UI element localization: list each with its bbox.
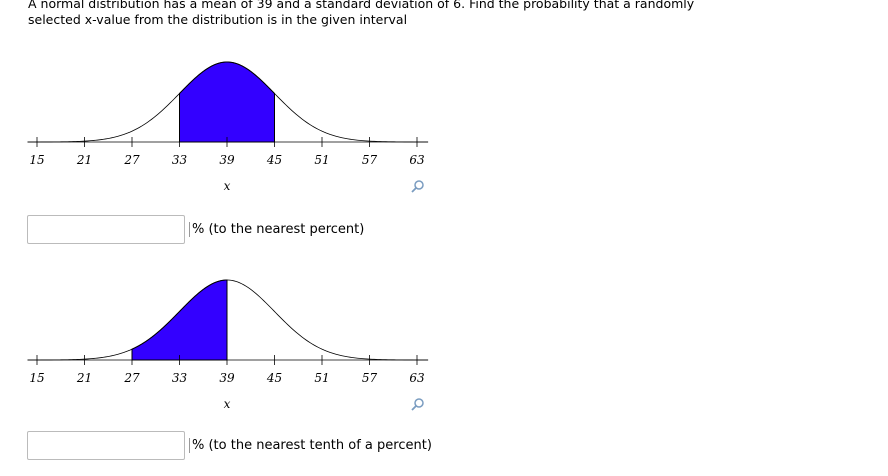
shaded-area bbox=[179, 61, 275, 143]
zoom-lens bbox=[414, 398, 424, 408]
zoom-handle bbox=[411, 405, 417, 411]
answer-suffix: % (to the nearest percent) bbox=[189, 222, 364, 237]
x-tick-label: 15 bbox=[29, 371, 44, 385]
x-tick-label: 39 bbox=[219, 153, 235, 167]
question-line: A normal distribution has a mean of 39 a… bbox=[28, 0, 695, 11]
x-tick-label: 39 bbox=[219, 371, 235, 385]
normal-curve bbox=[27, 61, 429, 143]
x-tick-label: 21 bbox=[76, 371, 92, 385]
answer-input[interactable] bbox=[27, 215, 185, 244]
x-tick-label: 33 bbox=[172, 371, 188, 385]
x-tick-label: 63 bbox=[409, 153, 425, 167]
x-tick-label: 57 bbox=[362, 153, 378, 167]
normal-curve bbox=[27, 279, 429, 361]
question: A normal distribution has a mean of 39 a… bbox=[28, 0, 694, 28]
x-axis-label: x bbox=[224, 397, 231, 411]
zoom-handle bbox=[411, 187, 417, 193]
zoom-lens bbox=[414, 180, 424, 190]
x-tick-label: 15 bbox=[29, 153, 44, 167]
x-tick-label: 27 bbox=[123, 153, 140, 167]
x-tick-label: 33 bbox=[172, 153, 188, 167]
zoom-icon[interactable] bbox=[411, 398, 424, 411]
x-tick-label: 51 bbox=[314, 371, 329, 385]
x-tick-label: 57 bbox=[362, 371, 378, 385]
shaded-area bbox=[131, 279, 228, 361]
question-line: selected x-value from the distribution i… bbox=[28, 12, 408, 27]
x-tick-label: 63 bbox=[409, 371, 425, 385]
zoom-icon[interactable] bbox=[411, 180, 424, 193]
x-tick-label: 21 bbox=[76, 153, 92, 167]
answer-input[interactable] bbox=[27, 431, 185, 460]
x-tick-label: 45 bbox=[266, 153, 282, 167]
x-axis-label: x bbox=[224, 179, 231, 193]
answer-suffix: % (to the nearest tenth of a percent) bbox=[189, 438, 432, 453]
x-tick-label: 27 bbox=[123, 371, 140, 385]
x-tick-label: 45 bbox=[266, 371, 282, 385]
x-tick-label: 51 bbox=[314, 153, 329, 167]
